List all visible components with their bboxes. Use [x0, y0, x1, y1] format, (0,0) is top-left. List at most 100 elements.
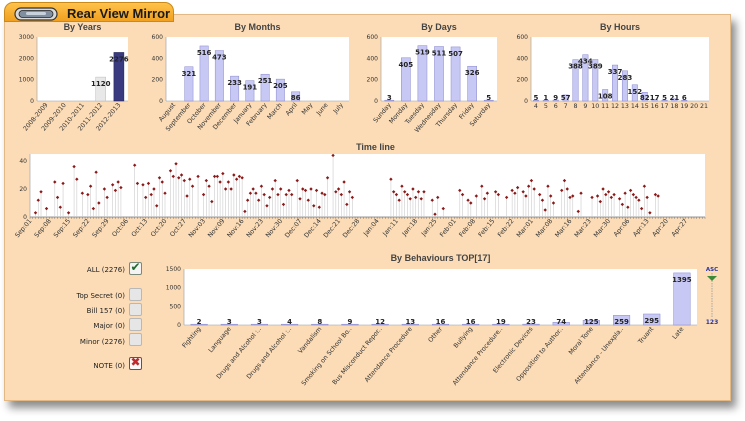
timeline-point — [251, 187, 255, 191]
timeline-point — [270, 187, 275, 191]
months-chart-title: By Months — [235, 22, 281, 32]
behaviours-bar — [371, 323, 389, 326]
timeline-point — [179, 173, 184, 177]
timeline-x-tick-label: Sep:29 — [91, 218, 111, 239]
behaviours-data-label: 3 — [257, 318, 262, 326]
hours-plot-area — [531, 37, 709, 101]
years-y-tick-label: 3000 — [19, 34, 34, 41]
behaviours-bar — [220, 323, 238, 326]
filter-note-checkbox[interactable]: ✖ — [129, 355, 142, 370]
months-data-label: 516 — [197, 49, 212, 57]
months-data-label: 473 — [212, 54, 227, 62]
years-plot-area — [37, 37, 128, 101]
behaviours-bar — [492, 323, 510, 326]
timeline-point — [72, 164, 76, 169]
behaviours-data-label: 23 — [526, 318, 536, 326]
timeline-x-tick-label: Nov:30 — [265, 218, 285, 239]
behaviours-x-tick-label: Moral Tone — [568, 326, 595, 357]
timeline-x-tick-label: Sep:08 — [33, 218, 53, 239]
hours-bar — [681, 99, 688, 102]
months-data-label: 191 — [243, 84, 258, 92]
hours-x-tick-label: 20 — [690, 103, 698, 110]
timeline-point — [135, 181, 140, 186]
days-data-label: 326 — [465, 69, 480, 77]
behaviours-bar — [311, 323, 329, 326]
timeline-point — [334, 190, 338, 194]
timeline-point — [568, 195, 572, 200]
behaviours-data-label: 19 — [496, 318, 506, 326]
behaviours-x-tick-label: Attendance Procedure.. — [452, 326, 505, 387]
timeline-point — [256, 198, 261, 202]
sort-arrow-icon[interactable] — [707, 276, 717, 281]
behaviours-x-tick-label: Other — [427, 325, 444, 344]
app-title: Rear View Mirror — [67, 6, 171, 21]
filter-bill-157-checkbox[interactable] — [129, 303, 142, 316]
timeline-x-tick-label: Nov:09 — [207, 218, 227, 239]
timeline-point — [345, 202, 349, 207]
hours-bar — [651, 98, 658, 102]
hours-x-tick-label: 9 — [583, 103, 587, 110]
months-y-tick-label: 200 — [152, 77, 164, 84]
timeline-point — [229, 187, 233, 191]
timeline-point — [648, 211, 652, 215]
behaviours-data-label: 13 — [405, 318, 415, 326]
timeline-chart-title: Time line — [356, 142, 395, 152]
timeline-x-tick-label: Feb:01 — [439, 218, 458, 239]
timeline-point — [144, 195, 148, 200]
hours-y-tick-label: 400 — [517, 55, 529, 62]
behaviours-data-label: 16 — [436, 318, 446, 326]
days-y-tick-label: 0 — [374, 98, 378, 105]
timeline-point — [645, 195, 649, 200]
timeline-point — [628, 188, 633, 193]
timeline-x-tick-label: Apr:06 — [613, 218, 632, 239]
timeline-x-tick-label: Feb:22 — [497, 218, 516, 239]
hours-x-tick-label: 4 — [534, 103, 538, 110]
behaviours-data-label: 2 — [197, 318, 202, 326]
months-bar — [199, 45, 209, 102]
timeline-point — [560, 188, 564, 193]
hours-bar — [562, 94, 569, 102]
months-bar — [184, 66, 194, 102]
filter-all-checkbox[interactable]: ✔ — [129, 260, 142, 275]
behaviours-y-tick-label: 1500 — [166, 266, 181, 273]
years-y-tick-label: 2000 — [19, 55, 34, 62]
timeline-point — [163, 191, 167, 195]
timeline-point — [273, 178, 277, 183]
timeline-point — [94, 170, 98, 174]
hours-x-tick-label: 14 — [631, 103, 639, 110]
filter-minor-checkbox[interactable] — [129, 333, 142, 346]
hours-data-label: 152 — [628, 88, 643, 96]
hours-y-tick-label: 600 — [517, 34, 529, 41]
hours-bar — [641, 92, 648, 102]
filter-major-checkbox[interactable] — [129, 318, 142, 331]
months-bar — [291, 91, 301, 102]
months-y-tick-label: 400 — [152, 55, 164, 62]
sort-asc-label: ASC — [706, 267, 718, 273]
rear-view-mirror-icon — [14, 7, 58, 21]
timeline-point — [604, 192, 608, 197]
timeline-x-tick-label: Oct:20 — [150, 218, 169, 239]
timeline-x-tick-label: Jan:25 — [420, 218, 439, 238]
months-data-label: 321 — [182, 70, 197, 78]
hours-bar — [631, 84, 638, 102]
timeline-point — [91, 206, 96, 211]
timeline-point — [529, 178, 534, 183]
timeline-point — [549, 194, 553, 198]
filter-major-label: Major (0) — [93, 322, 125, 330]
years-chart-title: By Years — [64, 22, 102, 32]
months-bar — [275, 78, 285, 102]
behaviours-data-label: 3 — [227, 318, 232, 326]
years-bar — [113, 52, 125, 102]
timeline-point — [405, 192, 410, 197]
timeline-point — [631, 192, 636, 197]
hours-x-tick-label: 18 — [670, 103, 678, 110]
hours-x-tick-label: 17 — [660, 103, 668, 110]
hours-data-label: 283 — [618, 74, 633, 82]
timeline-point — [601, 187, 605, 191]
behaviours-bar — [462, 323, 480, 326]
behaviours-bar — [582, 320, 600, 326]
filter-all-label: ALL (2276) — [86, 266, 125, 274]
hours-y-tick-label: 200 — [517, 77, 529, 84]
filter-top-secret-checkbox[interactable] — [129, 288, 142, 301]
hours-data-label: 21 — [670, 94, 680, 102]
